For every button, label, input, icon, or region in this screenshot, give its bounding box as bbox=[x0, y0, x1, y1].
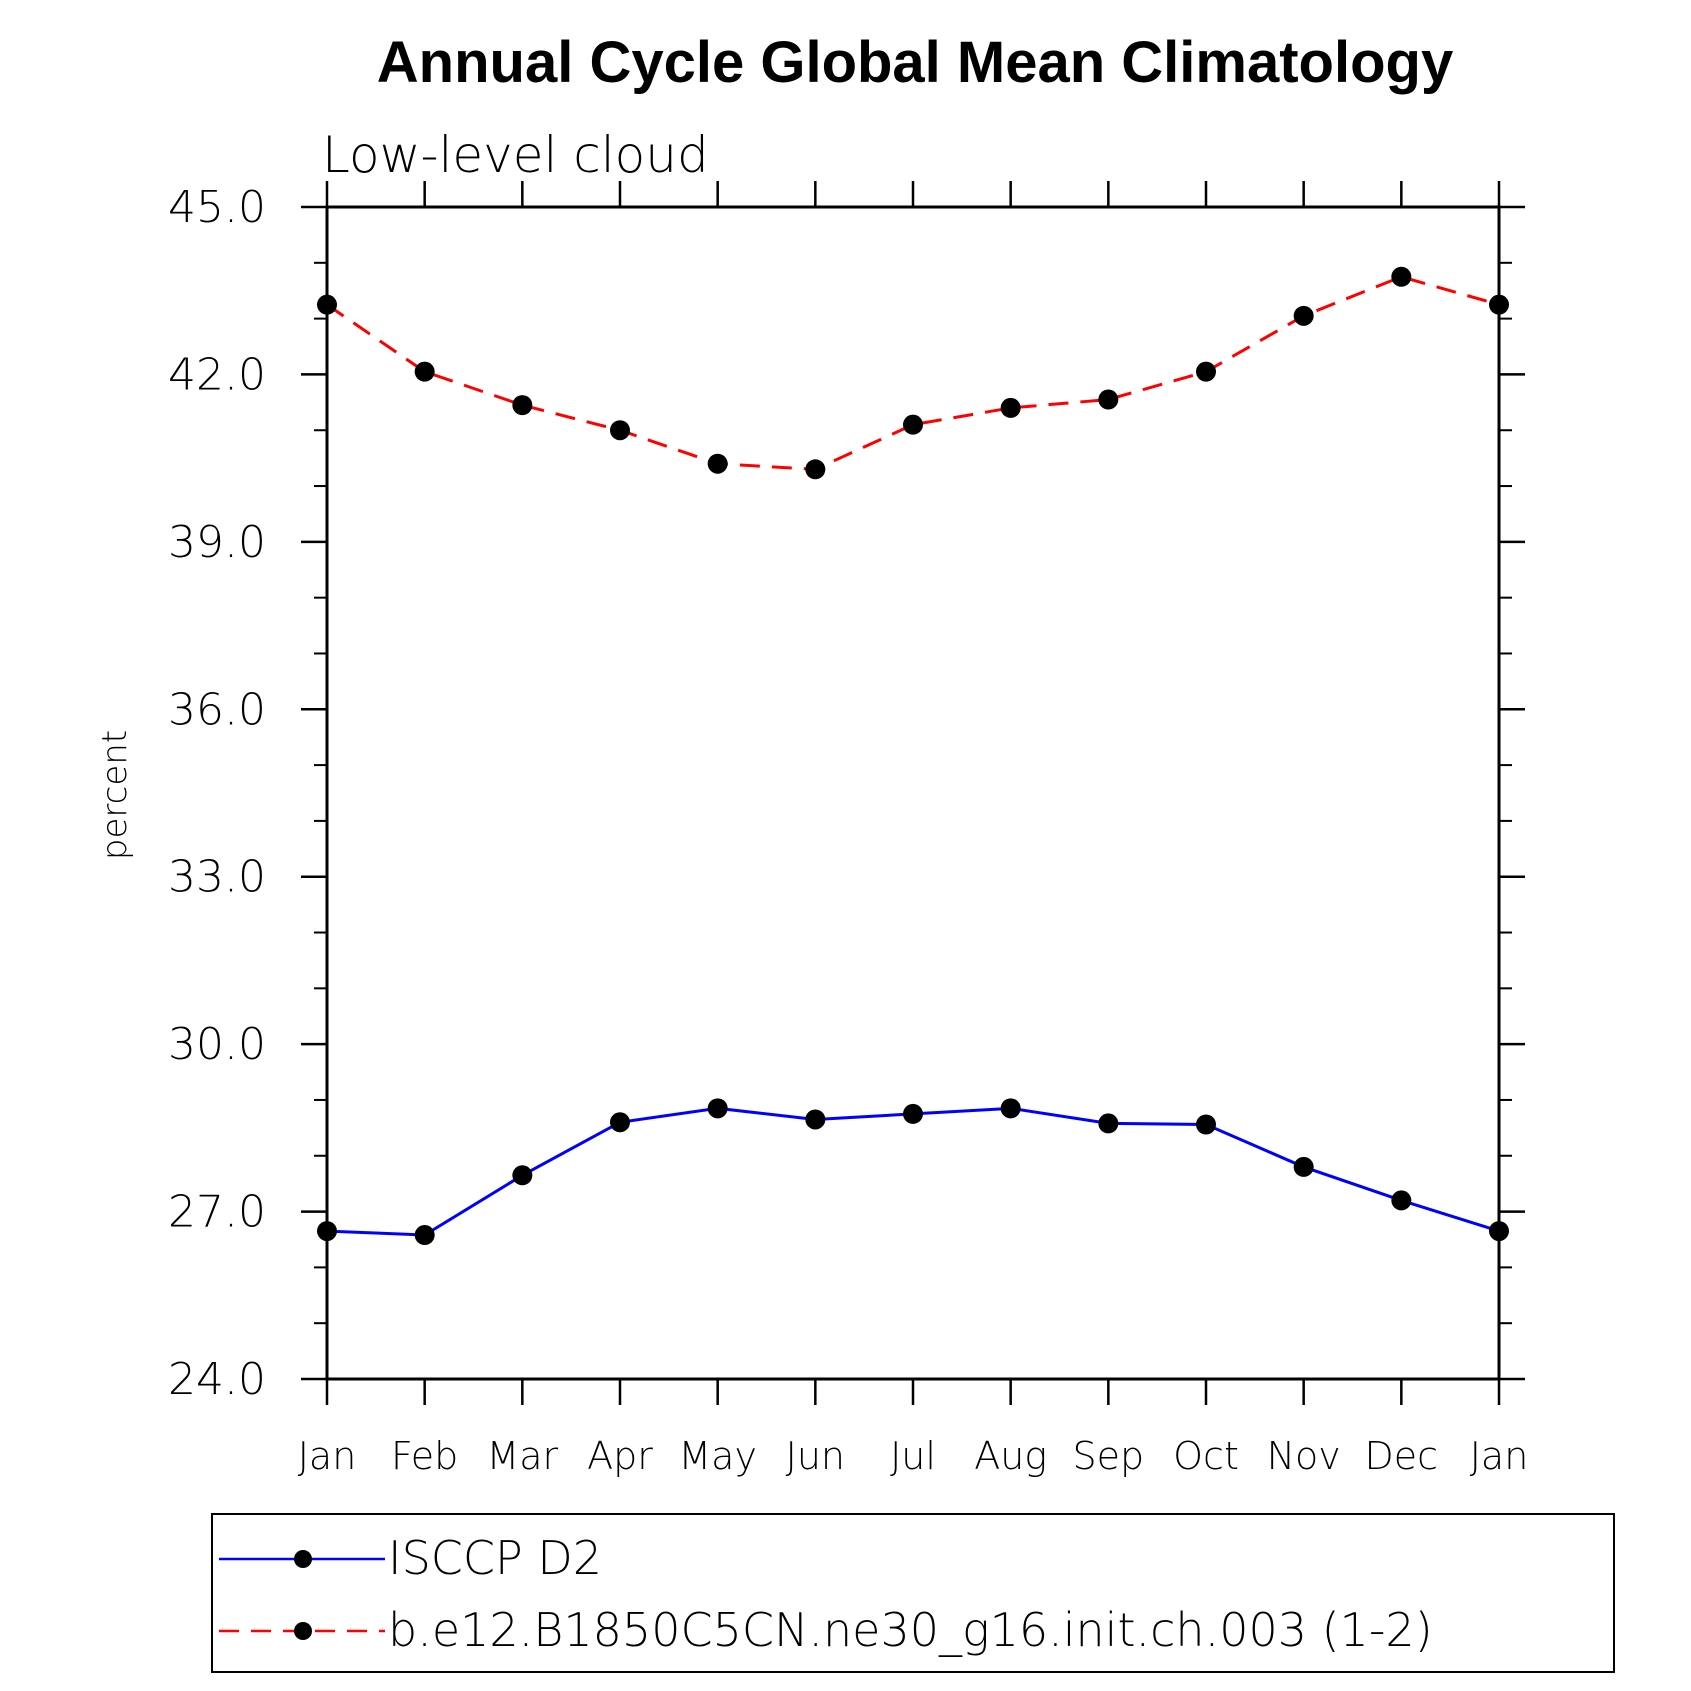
data-point-1-8 bbox=[1098, 389, 1119, 410]
data-point-0-4 bbox=[707, 1098, 728, 1119]
data-point-1-11 bbox=[1391, 266, 1412, 287]
y-tick-label: 45.0 bbox=[168, 182, 266, 233]
y-tick-labels: 24.0 27.0 30.0 33.0 36.0 39.0 42.0 45.0 bbox=[168, 182, 266, 1405]
data-point-0-11 bbox=[1391, 1190, 1412, 1211]
data-point-0-5 bbox=[805, 1109, 826, 1130]
y-tick-label: 24.0 bbox=[168, 1354, 266, 1405]
legend-box bbox=[211, 1513, 1615, 1673]
data-point-0-12 bbox=[1489, 1221, 1509, 1242]
data-point-0-3 bbox=[610, 1112, 630, 1133]
data-point-0-8 bbox=[1098, 1113, 1119, 1134]
data-point-1-7 bbox=[1000, 397, 1021, 418]
x-tick-label: Oct bbox=[1173, 1434, 1239, 1478]
series-layer bbox=[317, 266, 1509, 1246]
x-tick-labels: Jan Feb Mar Apr May Jun Jul Aug Sep Oct Nov Dec Jan bbox=[298, 1434, 1529, 1478]
data-point-1-9 bbox=[1196, 361, 1216, 382]
y-tick-label: 39.0 bbox=[168, 517, 266, 568]
data-point-0-0 bbox=[317, 1221, 337, 1242]
chart-title: Annual Cycle Global Mean Climatology bbox=[377, 30, 1453, 95]
x-tick-label: Jan bbox=[298, 1434, 357, 1478]
legend-label-model: b.e12.B1850C5CN.ne30_g16.init.ch.003 (1-… bbox=[388, 1603, 1433, 1657]
x-tick-label: Dec bbox=[1365, 1434, 1439, 1478]
legend-marker-model bbox=[294, 1622, 312, 1640]
y-tick-label: 42.0 bbox=[168, 349, 266, 400]
y-tick-label: 36.0 bbox=[168, 684, 266, 735]
data-point-0-1 bbox=[414, 1225, 435, 1246]
y-tick-label: 33.0 bbox=[168, 852, 266, 903]
x-tick-label: Jul bbox=[890, 1434, 936, 1478]
axis-ticks bbox=[301, 181, 1525, 1405]
x-tick-label: Mar bbox=[486, 1434, 558, 1478]
x-tick-label: Sep bbox=[1073, 1434, 1145, 1478]
y-tick-label: 27.0 bbox=[168, 1187, 266, 1238]
x-tick-label: Apr bbox=[587, 1434, 653, 1478]
data-point-1-10 bbox=[1293, 305, 1314, 326]
x-tick-label: Jun bbox=[786, 1434, 845, 1478]
x-tick-label: Jan bbox=[1470, 1434, 1529, 1478]
x-tick-label: Aug bbox=[974, 1434, 1047, 1478]
data-point-0-2 bbox=[512, 1165, 533, 1186]
data-point-1-1 bbox=[414, 361, 435, 382]
data-point-1-0 bbox=[317, 294, 337, 315]
data-point-1-6 bbox=[903, 414, 923, 435]
plot-frame bbox=[325, 205, 1501, 1381]
data-point-0-9 bbox=[1196, 1114, 1216, 1135]
data-point-1-4 bbox=[707, 453, 728, 474]
legend: ISCCP D2 b.e12.B1850C5CN.ne30_g16.init.c… bbox=[211, 1513, 1615, 1673]
series-line-0 bbox=[326, 1106, 1500, 1237]
y-axis-label: percent bbox=[95, 730, 135, 860]
x-tick-label: May bbox=[678, 1434, 757, 1478]
x-tick-label: Nov bbox=[1267, 1434, 1341, 1478]
x-tick-label: Feb bbox=[391, 1434, 458, 1478]
chart-subtitle: Low-level cloud bbox=[322, 126, 709, 184]
data-point-0-7 bbox=[1000, 1098, 1021, 1119]
series-line-1 bbox=[326, 275, 1500, 471]
data-point-1-12 bbox=[1489, 294, 1509, 315]
legend-marker-isccp bbox=[294, 1550, 312, 1568]
data-point-0-6 bbox=[903, 1103, 923, 1124]
data-point-0-10 bbox=[1293, 1156, 1314, 1177]
data-point-1-5 bbox=[805, 459, 826, 480]
legend-label-isccp: ISCCP D2 bbox=[388, 1531, 602, 1585]
y-tick-label: 30.0 bbox=[168, 1019, 266, 1070]
data-point-1-3 bbox=[610, 420, 630, 441]
data-point-1-2 bbox=[512, 395, 533, 416]
